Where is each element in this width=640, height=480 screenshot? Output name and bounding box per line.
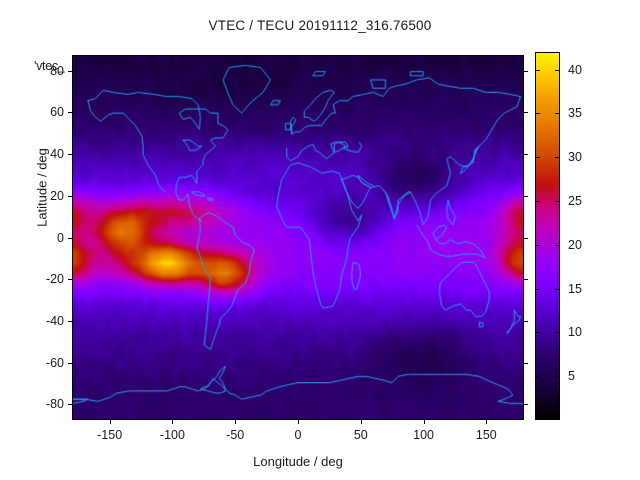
y-tick-mark-right [524, 404, 528, 406]
colorbar [535, 52, 560, 420]
y-tick-mark [68, 237, 72, 239]
colorbar-tick-mark-right [555, 244, 560, 246]
colorbar-tick-mark-left [535, 244, 540, 246]
y-tick-mark-right [524, 154, 528, 156]
x-tick-mark [423, 420, 425, 424]
y-tick-mark [68, 320, 72, 322]
colorbar-tick-mark-right [555, 288, 560, 290]
y-tick-mark [68, 404, 72, 406]
y-tick-label: 40 [50, 147, 64, 162]
colorbar-tick-mark-left [535, 332, 540, 334]
y-tick-mark-right [524, 195, 528, 197]
colorbar-tick-label: 30 [568, 150, 582, 165]
x-tick-mark-top [486, 55, 488, 59]
y-tick-mark [68, 195, 72, 197]
colorbar-tick-mark-right [555, 113, 560, 115]
x-axis-label: Longitude / deg [253, 454, 343, 469]
y-tick-mark [68, 279, 72, 281]
y-tick-mark-right [524, 362, 528, 364]
colorbar-tick-mark-left [535, 376, 540, 378]
x-tick-mark [109, 420, 111, 424]
y-tick-mark [68, 154, 72, 156]
y-tick-mark-right [524, 237, 528, 239]
colorbar-tick-label: 40 [568, 62, 582, 77]
y-tick-label: 0 [57, 230, 64, 245]
x-tick-mark-top [423, 55, 425, 59]
colorbar-tick-label: 20 [568, 237, 582, 252]
colorbar-tick-mark-right [555, 376, 560, 378]
y-tick-mark-right [524, 320, 528, 322]
colorbar-tick-mark-right [555, 157, 560, 159]
y-tick-label: -20 [45, 272, 64, 287]
x-tick-label: -150 [97, 428, 123, 442]
x-tick-label: -50 [226, 428, 245, 442]
y-tick-label: 60 [50, 105, 64, 120]
x-tick-mark [360, 420, 362, 424]
y-tick-label: -60 [45, 355, 64, 370]
y-tick-mark-right [524, 70, 528, 72]
x-tick-mark-top [172, 55, 174, 59]
x-tick-mark [486, 420, 488, 424]
colorbar-tick-label: 10 [568, 325, 582, 340]
coastline-overlay [73, 56, 523, 419]
colorbar-tick-label: 15 [568, 281, 582, 296]
y-tick-mark [68, 362, 72, 364]
y-tick-label: 80 [50, 63, 64, 78]
x-tick-mark-top [360, 55, 362, 59]
y-tick-label: 20 [50, 188, 64, 203]
x-tick-mark-top [235, 55, 237, 59]
colorbar-tick-mark-left [535, 69, 540, 71]
x-tick-label: 50 [353, 428, 368, 442]
x-tick-mark-top [298, 55, 299, 59]
colorbar-tick-mark-left [535, 288, 540, 290]
x-tick-label: 100 [413, 428, 434, 442]
y-tick-label: -40 [45, 313, 64, 328]
x-tick-label: -100 [159, 428, 185, 442]
colorbar-tick-mark-left [535, 113, 540, 115]
y-tick-label: -80 [45, 397, 64, 412]
x-tick-mark-top [109, 55, 111, 59]
colorbar-tick-label: 5 [568, 369, 575, 384]
colorbar-gradient [536, 53, 559, 419]
y-tick-mark-right [524, 279, 528, 281]
x-tick-label: 150 [475, 428, 497, 442]
colorbar-tick-mark-left [535, 200, 540, 202]
x-tick-label: 0 [294, 428, 302, 442]
colorbar-tick-mark-right [555, 200, 560, 202]
stray-annotation-label: 'vtec_ [34, 59, 65, 73]
x-tick-mark [298, 420, 299, 424]
y-tick-mark [68, 112, 72, 114]
x-tick-mark [235, 420, 237, 424]
vtec-map-axes [72, 55, 524, 420]
y-tick-mark-right [524, 112, 528, 114]
page-title: VTEC / TECU 20191112_316.76500 [208, 18, 432, 33]
colorbar-tick-mark-right [555, 332, 560, 334]
colorbar-tick-label: 35 [568, 106, 582, 121]
y-tick-mark [68, 70, 72, 72]
colorbar-tick-label: 25 [568, 193, 582, 208]
colorbar-tick-mark-right [555, 69, 560, 71]
colorbar-tick-mark-left [535, 157, 540, 159]
x-tick-mark [172, 420, 174, 424]
